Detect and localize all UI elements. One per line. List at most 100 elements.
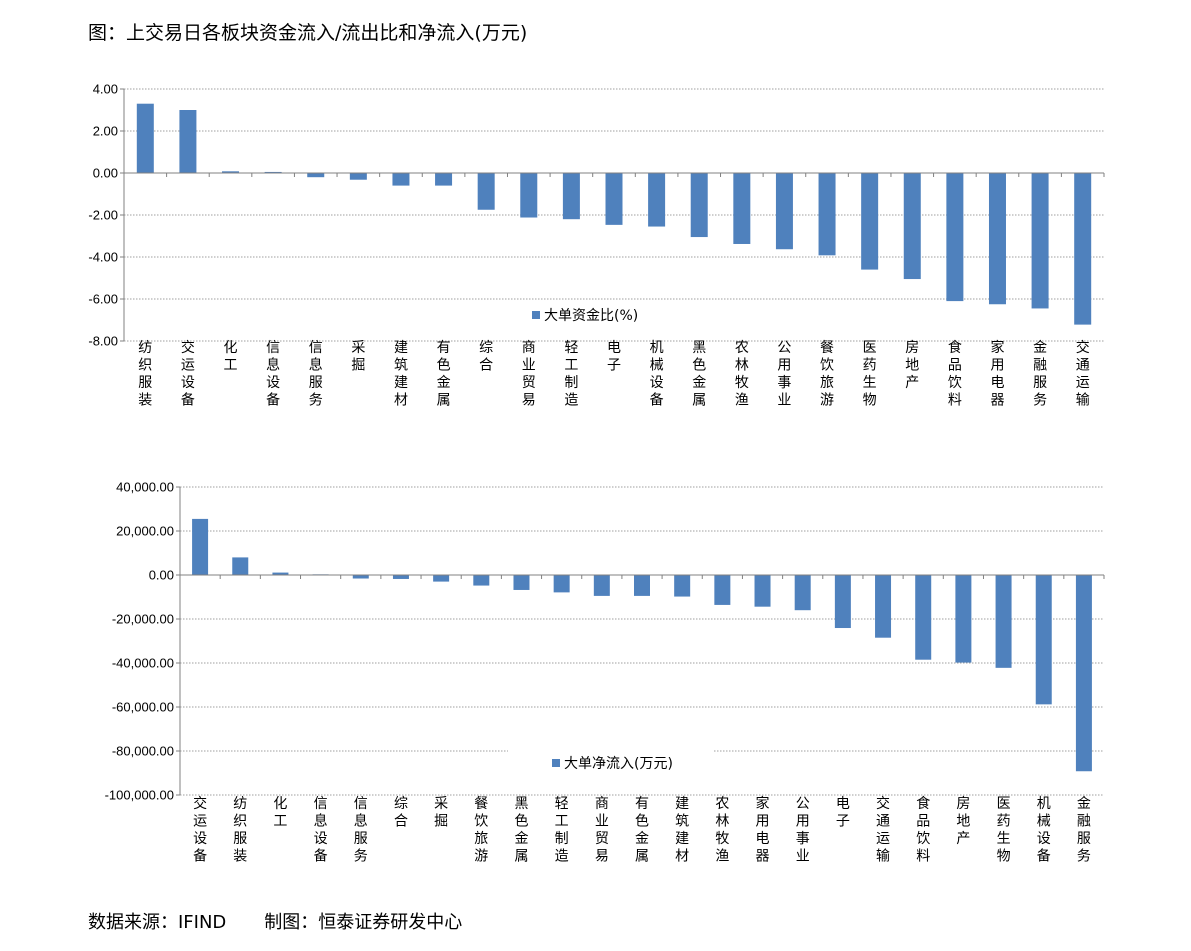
category-label: 黑色金属 [692,340,706,409]
bar [392,575,409,579]
category-label: 公用事业 [777,340,791,409]
figure-title: 图：上交易日各板块资金流入/流出比和净流入(万元) [88,22,528,44]
category-label: 金融服务 [1077,796,1091,865]
legend-label: 大单净流入(万元) [564,756,673,772]
category-label: 采掘 [434,796,448,830]
category-label: 交运设备 [181,339,195,409]
legend-swatch [552,759,560,767]
category-label: 金融服务 [1033,340,1047,409]
y-tick-label: -4.00 [88,250,118,265]
category-label: 综合 [479,340,493,374]
category-label: 化工 [273,796,287,830]
category-label: 餐饮旅游 [474,796,488,865]
bar [988,173,1006,305]
bar [995,575,1012,668]
bar [903,173,921,280]
category-label: 信息服务 [354,796,368,865]
bar [955,575,972,663]
y-tick-label: 40,000.00 [116,480,174,495]
bar [915,575,932,660]
bar [562,173,580,220]
bar [593,575,610,596]
category-label: 黑色金属 [514,796,528,865]
category-label: 电子 [607,340,621,374]
y-tick-label: 0.00 [93,166,118,181]
bar [553,575,570,593]
bar [264,171,282,173]
category-label: 商业贸易 [595,796,609,865]
bar [733,173,751,244]
y-tick-label: 2.00 [93,124,118,139]
y-tick-label: -6.00 [88,292,118,307]
category-label: 公用事业 [796,796,810,865]
category-label: 信息设备 [266,340,280,409]
y-tick-label: -80,000.00 [112,744,174,759]
bar [232,557,249,575]
category-label: 建筑建材 [675,796,689,865]
bar [1075,575,1092,772]
bar [1035,575,1052,705]
y-tick-label: -60,000.00 [112,700,174,715]
category-label: 医药生物 [997,796,1011,865]
data-source-text: 数据来源：IFIND [88,912,227,933]
category-label: 交通运输 [1076,339,1090,409]
bar [690,173,708,238]
bar [392,173,410,186]
y-tick-label: 0.00 [149,568,174,583]
bar [435,173,453,186]
bar [307,173,325,178]
bar [352,575,369,579]
category-label: 食品饮料 [916,795,930,865]
bar [520,173,538,218]
figure-source: 数据来源：IFIND 制图：恒泰证券研发中心 [88,908,462,934]
category-label: 化工 [224,340,238,374]
bar [861,173,879,270]
category-label: 餐饮旅游 [820,340,834,409]
category-label: 医药生物 [863,340,877,409]
legend-swatch [532,311,540,319]
y-tick-label: 4.00 [93,82,118,97]
legend-label: 大单资金比(%) [544,308,638,324]
bar [834,575,851,629]
bar [349,173,367,180]
made-by-text: 制图：恒泰证券研发中心 [264,912,463,933]
bar [674,575,691,597]
category-label: 农林牧渔 [735,340,749,409]
legend-box [508,748,714,778]
category-label: 电子 [836,796,850,830]
category-label: 交通运输 [876,795,890,865]
bar [136,103,154,173]
bar [513,575,530,590]
bar [605,173,623,225]
bar [1031,173,1049,309]
category-label: 房地产 [956,796,970,847]
category-label: 房地产 [905,340,919,391]
chart-big-order-net-inflow: 40,000.00 20,000.00 0.00 -20,000.00 -40,000.… [105,480,1105,865]
category-label: 纺织服装 [233,796,247,865]
y-tick-label: -2.00 [88,208,118,223]
category-label: 纺织服装 [138,340,152,409]
category-label: 商业贸易 [522,340,536,409]
bar [818,173,836,256]
category-label: 机械设备 [1037,796,1051,865]
category-label: 综合 [394,796,408,830]
category-label: 家用电器 [990,339,1004,409]
bar [946,173,964,302]
bar [875,575,892,638]
category-label: 家用电器 [756,795,770,865]
bar [477,173,495,210]
category-label: 农林牧渔 [715,796,729,865]
bar [775,173,793,250]
y-tick-label: -20,000.00 [112,612,174,627]
bar [1074,173,1092,325]
legend-box [488,300,694,330]
category-label: 交运设备 [193,795,207,865]
category-label: 信息设备 [314,796,328,865]
bar [794,575,811,611]
bar [714,575,731,605]
category-label: 轻工制造 [564,340,578,409]
category-label: 信息服务 [309,340,323,409]
category-label: 机械设备 [650,340,664,409]
category-label: 有色金属 [635,796,649,865]
